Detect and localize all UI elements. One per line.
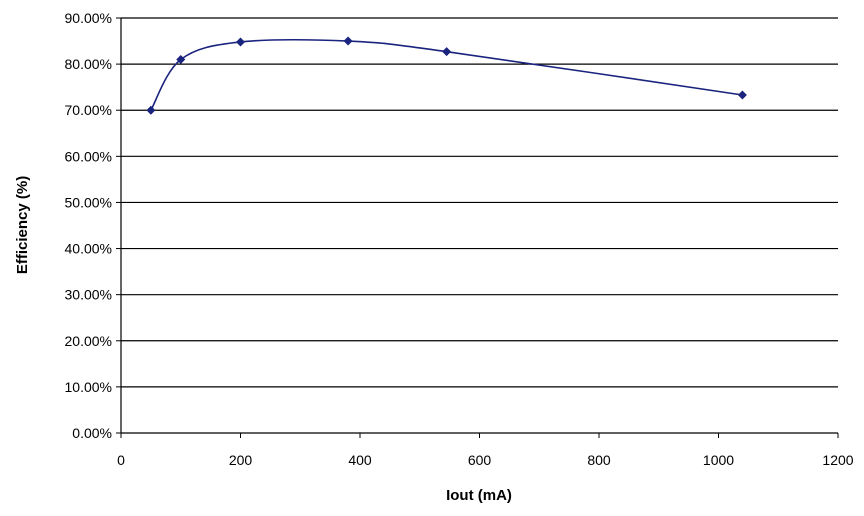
x-tick-label: 200 — [229, 452, 253, 468]
x-tick-label: 400 — [348, 452, 372, 468]
x-tick-label: 600 — [468, 452, 492, 468]
x-tick-label: 1200 — [822, 452, 853, 468]
y-tick-label: 90.00% — [65, 10, 112, 26]
tick-labels: 0.00% 10.00% 20.00% 30.00% 40.00% 50.00% 60.00… — [65, 10, 854, 468]
data-point-marker — [176, 55, 186, 64]
data-point-marker — [343, 36, 353, 46]
axes — [116, 17, 839, 438]
data-series — [146, 36, 747, 115]
y-tick-label: 0.00% — [72, 425, 112, 441]
gridlines — [121, 17, 838, 388]
y-tick-label: 50.00% — [65, 194, 112, 210]
data-point-marker — [236, 37, 245, 47]
data-point-marker — [146, 105, 156, 115]
y-tick-label: 80.00% — [65, 56, 112, 72]
x-tick-label: 800 — [587, 452, 611, 468]
y-tick-label: 20.00% — [65, 333, 112, 349]
y-tick-label: 30.00% — [65, 287, 112, 303]
x-tick-label: 0 — [117, 452, 125, 468]
y-tick-label: 70.00% — [65, 102, 112, 118]
y-tick-label: 10.00% — [65, 379, 112, 395]
x-axis-title: Iout (mA) — [446, 487, 512, 504]
data-point-marker — [442, 47, 452, 57]
y-tick-label: 40.00% — [65, 241, 112, 257]
data-point-marker — [737, 90, 747, 100]
y-tick-label: 60.00% — [65, 148, 112, 164]
y-axis-title: Efficiency (%) — [14, 176, 31, 274]
x-tick-label: 1000 — [703, 452, 734, 468]
